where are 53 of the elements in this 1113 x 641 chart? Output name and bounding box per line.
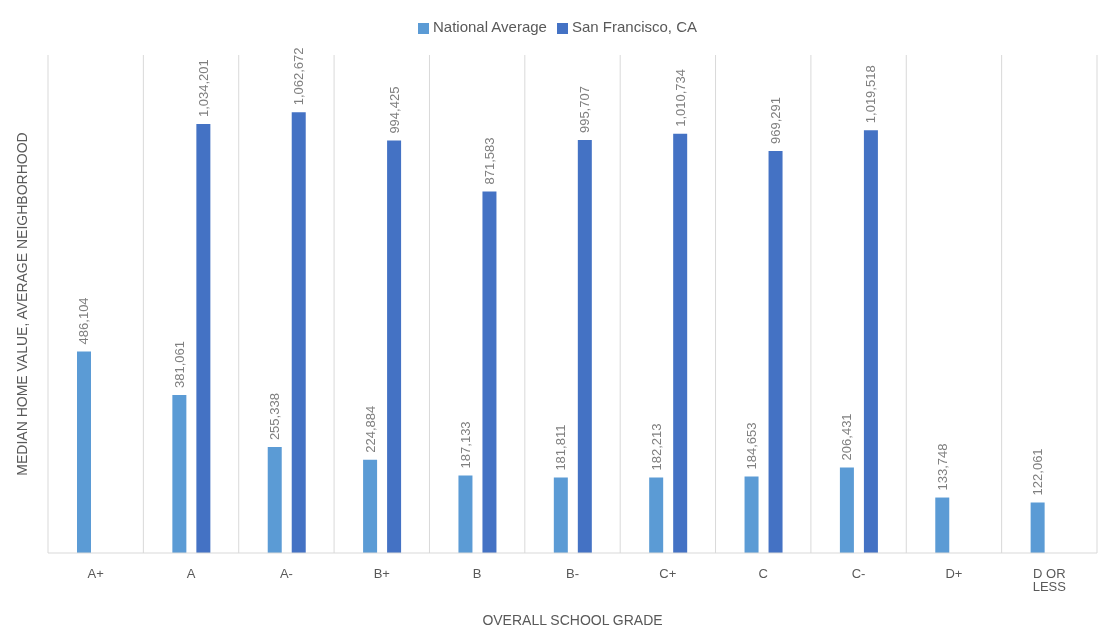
bar xyxy=(196,124,211,553)
data-label: 181,811 xyxy=(553,424,569,471)
data-label: 184,653 xyxy=(744,422,760,470)
x-tick-label: A- xyxy=(279,566,293,582)
bar xyxy=(839,467,854,553)
bar xyxy=(935,497,950,553)
bar xyxy=(482,191,497,553)
x-axis-title: OVERALL SCHOOL GRADE xyxy=(482,612,663,628)
x-tick-label: D+ xyxy=(945,566,963,582)
bar xyxy=(577,140,592,553)
bar xyxy=(172,394,187,553)
data-label: 206,431 xyxy=(839,413,855,461)
x-tick-label: B+ xyxy=(373,566,390,582)
bar xyxy=(363,459,378,553)
x-tick-label: B xyxy=(472,566,482,582)
data-label: 224,884 xyxy=(362,405,378,453)
x-tick-label: C xyxy=(758,566,768,582)
bar xyxy=(768,151,783,553)
legend-label: San Francisco, CA xyxy=(571,18,698,35)
bar xyxy=(291,112,306,553)
x-tick-label: A+ xyxy=(87,566,104,582)
bar xyxy=(387,140,402,553)
x-tick-label: C+ xyxy=(659,566,677,582)
bar xyxy=(267,447,282,553)
data-label: 1,019,518 xyxy=(863,65,879,124)
data-label: 486,104 xyxy=(76,297,92,345)
data-label: 122,061 xyxy=(1030,448,1046,496)
y-axis-title: MEDIAN HOME VALUE, AVERAGE NEIGHBORHOOD xyxy=(13,132,30,476)
x-tick-label: C- xyxy=(851,566,866,582)
x-tick-label: B- xyxy=(566,566,579,582)
bar xyxy=(77,351,91,553)
data-label: 871,583 xyxy=(481,137,497,185)
data-label: 133,748 xyxy=(934,443,950,491)
legend-label: National Average xyxy=(432,18,547,35)
data-label: 1,062,672 xyxy=(291,47,307,106)
bar xyxy=(673,133,688,553)
bar xyxy=(553,477,568,553)
bar xyxy=(458,475,473,553)
data-label: 1,010,734 xyxy=(672,68,688,127)
data-label: 381,061 xyxy=(171,340,187,388)
bar xyxy=(863,130,878,553)
x-tick-label: D OR LESS xyxy=(1032,566,1067,595)
data-label: 187,133 xyxy=(457,421,473,469)
data-label: 995,707 xyxy=(577,86,593,134)
bar xyxy=(649,477,664,553)
bar xyxy=(1030,502,1045,553)
data-label: 1,034,201 xyxy=(195,59,211,118)
data-label: 969,291 xyxy=(768,97,784,145)
data-label: 182,213 xyxy=(648,423,664,471)
data-label: 994,425 xyxy=(386,86,402,134)
bar xyxy=(744,476,759,553)
data-label: 255,338 xyxy=(267,393,283,441)
x-tick-label: A xyxy=(186,566,196,582)
